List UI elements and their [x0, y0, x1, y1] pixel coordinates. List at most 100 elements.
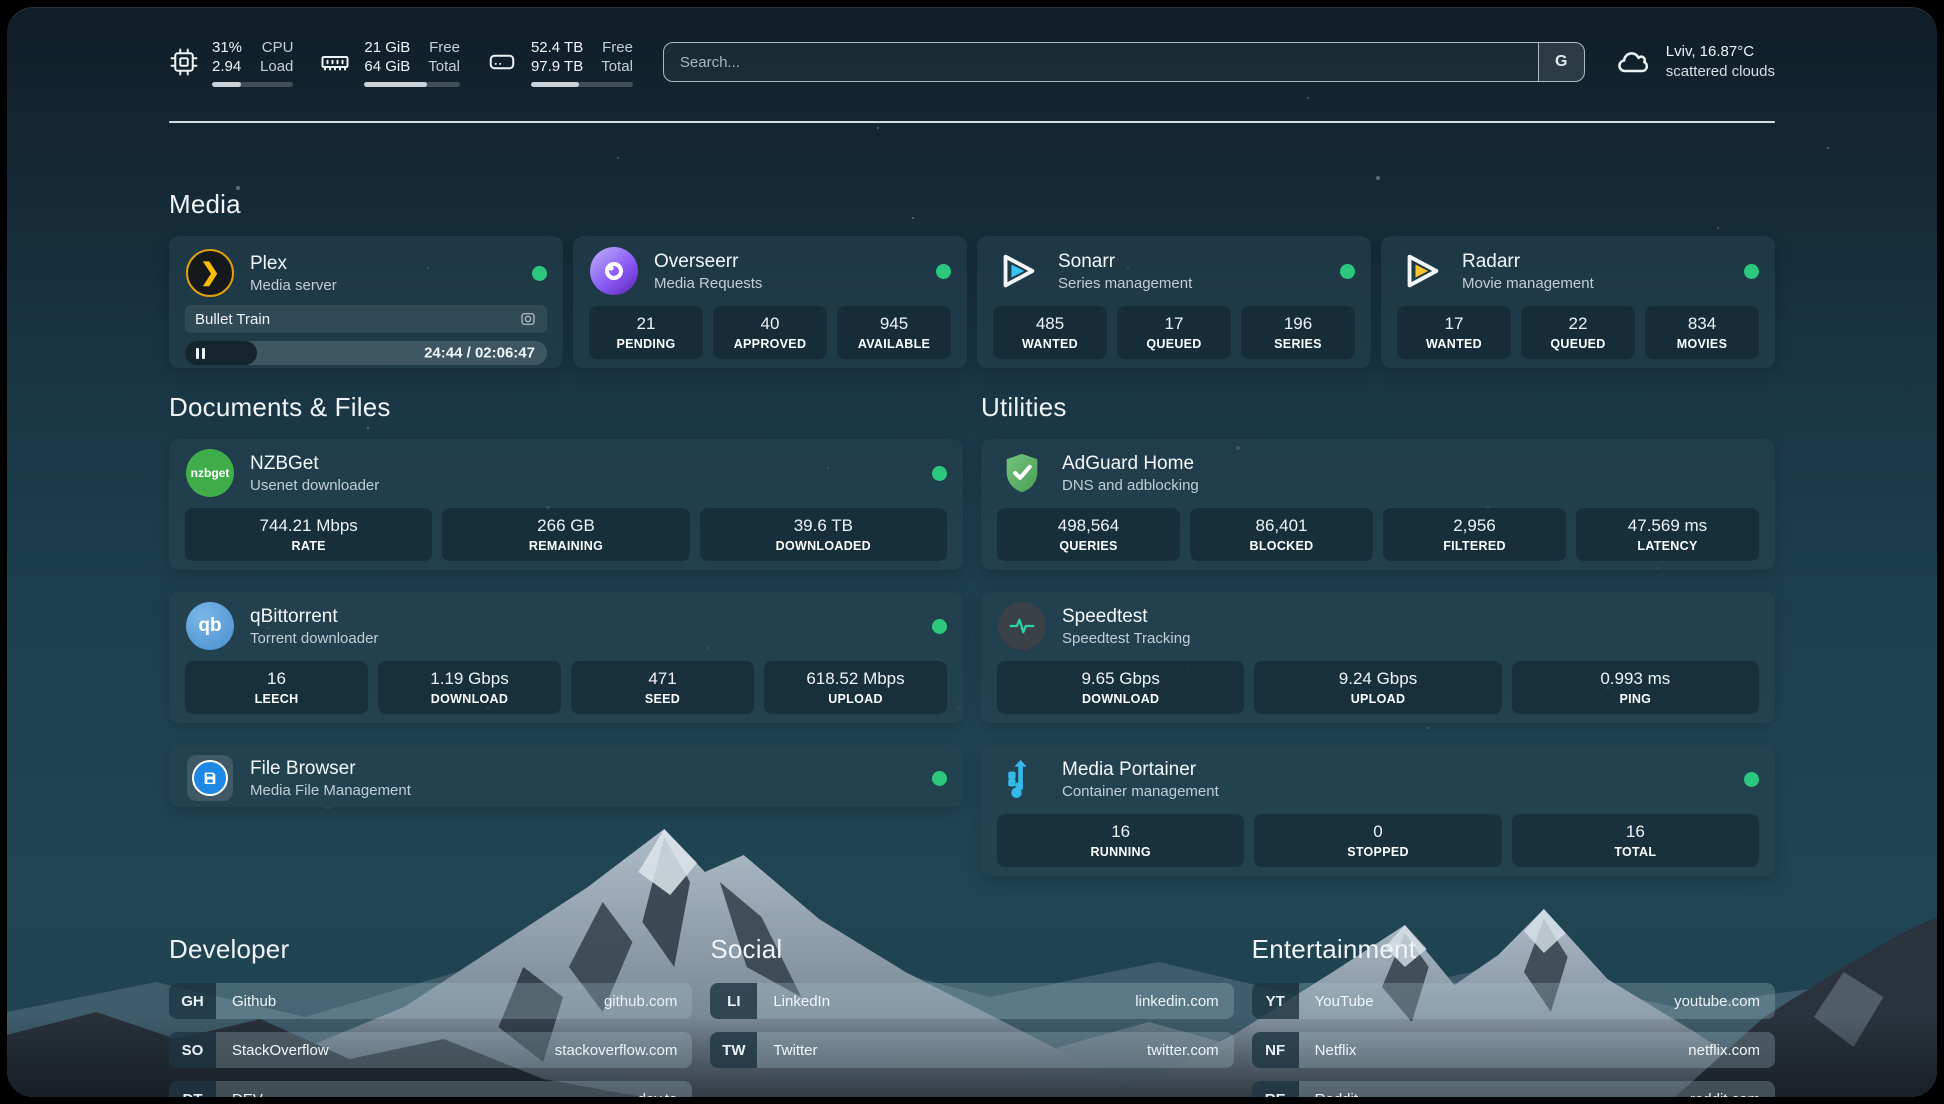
media-card-grid: ❯ Plex Media server Bullet Train — [169, 236, 1775, 368]
section-title-developer: Developer — [169, 934, 692, 965]
cpu-stat: 31% CPU 2.94 Load — [169, 38, 293, 87]
section-title-utilities: Utilities — [981, 392, 1775, 423]
cpu-chip-icon — [169, 47, 199, 77]
weather-widget: Lviv, 16.87°C scattered clouds — [1613, 42, 1775, 82]
nzbget-stat-rate: 744.21 MbpsRATE — [185, 508, 432, 561]
overseerr-stat-available: 945AVAILABLE — [837, 306, 951, 359]
speedtest-stat-download: 9.65 GbpsDOWNLOAD — [997, 661, 1244, 714]
plex-desc: Media server — [250, 276, 337, 295]
nzbget-status-dot — [932, 466, 947, 481]
social-section: Social LI LinkedIn linkedin.com TW Twitt… — [710, 934, 1233, 1097]
search-engine-button[interactable]: G — [1538, 43, 1584, 81]
developer-section: Developer GH Github github.com SO StackO… — [169, 934, 692, 1097]
card-speedtest[interactable]: Speedtest Speedtest Tracking 9.65 GbpsDO… — [981, 592, 1775, 723]
plex-now-playing-row: Bullet Train — [185, 305, 547, 333]
radarr-desc: Movie management — [1462, 274, 1594, 293]
cpu-usage-value: 31% — [212, 38, 242, 57]
disk-total-label: Total — [601, 57, 633, 76]
portainer-desc: Container management — [1062, 782, 1219, 801]
card-qbittorrent[interactable]: qb qBittorrent Torrent downloader 16LEEC… — [169, 592, 963, 723]
stackoverflow-badge: SO — [169, 1032, 216, 1068]
card-sonarr[interactable]: Sonarr Series management 485WANTED 17QUE… — [977, 236, 1371, 368]
qbittorrent-stat-download: 1.19 GbpsDOWNLOAD — [378, 661, 561, 714]
top-bar: 31% CPU 2.94 Load 21 — [169, 33, 1775, 91]
nzbget-desc: Usenet downloader — [250, 476, 379, 495]
dev-to-badge: DT — [169, 1081, 216, 1097]
entertainment-section: Entertainment YT YouTube youtube.com NF … — [1252, 934, 1775, 1097]
sonarr-status-dot — [1340, 264, 1355, 279]
card-plex[interactable]: ❯ Plex Media server Bullet Train — [169, 236, 563, 368]
adguard-stat-queries: 498,564QUERIES — [997, 508, 1180, 561]
netflix-badge: NF — [1252, 1032, 1299, 1068]
link-netflix[interactable]: NF Netflix netflix.com — [1252, 1032, 1775, 1068]
memory-stat: 21 GiB Free 64 GiB Total — [319, 38, 460, 87]
sonarr-desc: Series management — [1058, 274, 1192, 293]
nzbget-name: NZBGet — [250, 452, 379, 476]
plex-playback-progress[interactable]: 24:44 / 02:06:47 — [185, 341, 547, 365]
card-nzbget[interactable]: nzbget NZBGet Usenet downloader 744.21 M… — [169, 439, 963, 570]
sonarr-name: Sonarr — [1058, 250, 1192, 274]
radarr-icon — [1397, 246, 1447, 296]
sonarr-stat-wanted: 485WANTED — [993, 306, 1107, 359]
link-github[interactable]: GH Github github.com — [169, 983, 692, 1019]
nzbget-stat-downloaded: 39.6 TBDOWNLOADED — [700, 508, 947, 561]
link-youtube[interactable]: YT YouTube youtube.com — [1252, 983, 1775, 1019]
reddit-badge: RE — [1252, 1081, 1299, 1097]
section-title-social: Social — [710, 934, 1233, 965]
disk-free-value: 52.4 TB — [531, 38, 583, 57]
link-stackoverflow[interactable]: SO StackOverflow stackoverflow.com — [169, 1032, 692, 1068]
qbittorrent-stat-leech: 16LEECH — [185, 661, 368, 714]
radarr-name: Radarr — [1462, 250, 1594, 274]
overseerr-name: Overseerr — [654, 250, 762, 274]
adguard-stat-blocked: 86,401BLOCKED — [1190, 508, 1373, 561]
portainer-stat-stopped: 0STOPPED — [1254, 814, 1501, 867]
link-dev-to[interactable]: DT DEV dev.to — [169, 1081, 692, 1097]
link-twitter[interactable]: TW Twitter twitter.com — [710, 1032, 1233, 1068]
plex-icon: ❯ — [185, 248, 235, 298]
adguard-desc: DNS and adblocking — [1062, 476, 1199, 495]
qbittorrent-status-dot — [932, 619, 947, 634]
card-filebrowser[interactable]: File Browser Media File Management — [169, 745, 963, 807]
nzbget-stat-remaining: 266 GBREMAINING — [442, 508, 689, 561]
pause-icon[interactable] — [196, 348, 205, 359]
card-portainer[interactable]: Media Portainer Container management 16R… — [981, 745, 1775, 876]
card-adguard[interactable]: AdGuard Home DNS and adblocking 498,564Q… — [981, 439, 1775, 570]
memory-free-value: 21 GiB — [364, 38, 410, 57]
link-reddit[interactable]: RE Reddit reddit.com — [1252, 1081, 1775, 1097]
overseerr-desc: Media Requests — [654, 274, 762, 293]
disk-progress-bar — [531, 82, 633, 87]
dashboard-root: 31% CPU 2.94 Load 21 — [7, 7, 1937, 1097]
disk-free-label: Free — [601, 38, 633, 57]
card-overseerr[interactable]: Overseerr Media Requests 21PENDING 40APP… — [573, 236, 967, 368]
utilities-column: Utilities — [981, 392, 1775, 876]
memory-free-label: Free — [428, 38, 460, 57]
speedtest-stat-ping: 0.993 msPING — [1512, 661, 1759, 714]
search-input[interactable] — [664, 43, 1538, 81]
adguard-stat-filtered: 2,956FILTERED — [1383, 508, 1566, 561]
hard-drive-icon — [486, 47, 518, 77]
link-linkedin[interactable]: LI LinkedIn linkedin.com — [710, 983, 1233, 1019]
sonarr-stat-series: 196SERIES — [1241, 306, 1355, 359]
overseerr-stat-pending: 21PENDING — [589, 306, 703, 359]
qbittorrent-name: qBittorrent — [250, 605, 378, 629]
qbittorrent-icon: qb — [185, 601, 235, 651]
card-radarr[interactable]: Radarr Movie management 17WANTED 22QUEUE… — [1381, 236, 1775, 368]
portainer-crane-icon — [997, 754, 1047, 804]
plex-playback-time: 24:44 / 02:06:47 — [424, 345, 535, 362]
filebrowser-desc: Media File Management — [250, 781, 411, 800]
search-bar[interactable]: G — [663, 42, 1585, 82]
sonarr-icon — [993, 246, 1043, 296]
cloud-icon — [1613, 44, 1653, 80]
section-title-media: Media — [169, 189, 1775, 220]
radarr-stat-queued: 22QUEUED — [1521, 306, 1635, 359]
plex-now-playing-title: Bullet Train — [195, 311, 270, 328]
section-title-entertainment: Entertainment — [1252, 934, 1775, 965]
cpu-load-value: 2.94 — [212, 57, 242, 76]
plex-status-dot — [532, 266, 547, 281]
radarr-status-dot — [1744, 264, 1759, 279]
memory-progress-bar — [364, 82, 460, 87]
speedtest-stat-upload: 9.24 GbpsUPLOAD — [1254, 661, 1501, 714]
sonarr-stat-queued: 17QUEUED — [1117, 306, 1231, 359]
memory-total-value: 64 GiB — [364, 57, 410, 76]
portainer-status-dot — [1744, 772, 1759, 787]
